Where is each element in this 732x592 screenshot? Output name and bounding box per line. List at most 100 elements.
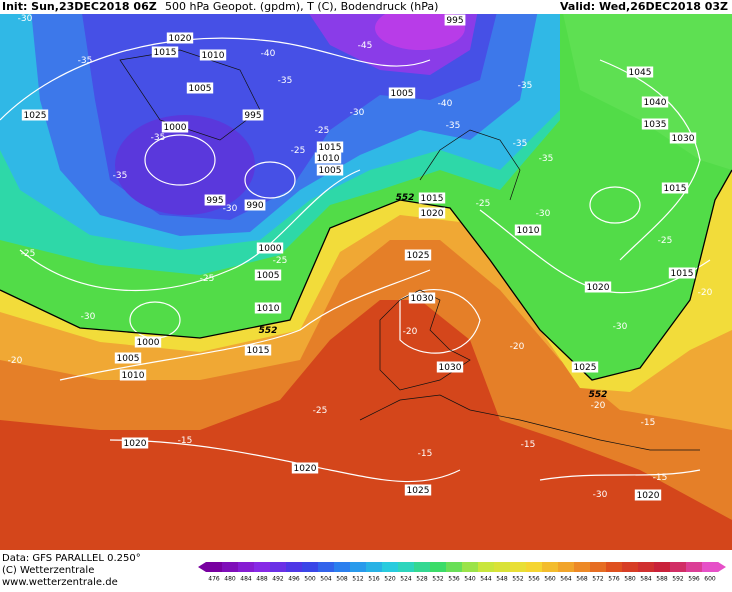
pressure-label-box bbox=[242, 109, 264, 121]
pressure-label: 990 bbox=[246, 201, 263, 211]
temperature-label: -40 bbox=[438, 99, 453, 109]
temperature-label: -40 bbox=[261, 49, 276, 59]
pressure-label-box bbox=[634, 489, 662, 501]
colorbar-tick-label: 544 bbox=[480, 576, 492, 583]
colorbar: 476 480 484 488 492 496 500 504 508 512 516 520 524 5… bbox=[198, 562, 726, 583]
pressure-label: 1045 bbox=[629, 68, 652, 78]
height-contour-552 bbox=[0, 169, 732, 381]
pressure-label: 1020 bbox=[124, 439, 147, 449]
colorbar-tick-label: 488 bbox=[256, 576, 268, 583]
pressure-label-box bbox=[444, 14, 466, 26]
colorbar-arrow-right bbox=[718, 562, 726, 572]
temperature-label: -35 bbox=[278, 76, 293, 86]
colorbar-cell bbox=[270, 562, 287, 572]
pressure-label: 1010 bbox=[122, 371, 145, 381]
colorbar-cell bbox=[414, 562, 431, 572]
colorbar-cell bbox=[206, 562, 223, 572]
temperature-label: -15 bbox=[178, 436, 193, 446]
colorbar-cell bbox=[318, 562, 335, 572]
temperature-label: -15 bbox=[653, 473, 668, 483]
pressure-label: 1010 bbox=[202, 51, 225, 61]
pressure-label: 1015 bbox=[664, 184, 687, 194]
temperature-label: -35 bbox=[513, 139, 528, 149]
pressure-label-box bbox=[668, 267, 696, 279]
height-label: 552 bbox=[259, 326, 278, 336]
temperature-label: -20 bbox=[510, 342, 525, 352]
pressure-label-box bbox=[404, 484, 432, 496]
colorbar-cell bbox=[526, 562, 543, 572]
pressure-label-box bbox=[571, 361, 599, 373]
pressure-label-box bbox=[134, 336, 162, 348]
pressure-label: 1030 bbox=[672, 134, 695, 144]
pressure-label: 1005 bbox=[391, 89, 414, 99]
colorbar-tick-label: 508 bbox=[336, 576, 348, 583]
pressure-label: 1010 bbox=[257, 304, 280, 314]
colorbar-tick-label: 528 bbox=[416, 576, 428, 583]
pressure-label-box bbox=[418, 192, 446, 204]
temperature-label: -25 bbox=[200, 274, 215, 284]
copyright: (C) Wetterzentrale bbox=[2, 565, 94, 576]
colorbar-cell bbox=[702, 562, 719, 572]
pressure-label-box bbox=[436, 361, 464, 373]
pressure-label-box bbox=[256, 242, 284, 254]
pressure-label: 1020 bbox=[294, 464, 317, 474]
pressure-label: 995 bbox=[244, 111, 261, 121]
temperature-label: -35 bbox=[113, 171, 128, 181]
temperature-label: -25 bbox=[315, 126, 330, 136]
isobar bbox=[589, 186, 641, 224]
colorbar-cell bbox=[574, 562, 591, 572]
pressure-label-box bbox=[404, 249, 432, 261]
pressure-label: 1015 bbox=[247, 346, 270, 356]
colorbar-tick-label: 568 bbox=[576, 576, 588, 583]
colorbar-arrow-left bbox=[198, 562, 206, 572]
colorbar-tick-label: 524 bbox=[400, 576, 412, 583]
colorbar-tick-label: 480 bbox=[224, 576, 236, 583]
colorbar-tick-label: 532 bbox=[432, 576, 444, 583]
isobar bbox=[19, 169, 361, 292]
colorbar-cell bbox=[398, 562, 415, 572]
temperature-label: -35 bbox=[78, 56, 93, 66]
pressure-label: 1020 bbox=[421, 209, 444, 219]
temperature-label: -20 bbox=[698, 288, 713, 298]
temperature-label: -30 bbox=[593, 490, 608, 500]
colorbar-cell bbox=[462, 562, 479, 572]
pressure-label: 1015 bbox=[154, 48, 177, 58]
pressure-label-box bbox=[661, 182, 689, 194]
colorbar-cell bbox=[382, 562, 399, 572]
colorbar-cell bbox=[686, 562, 703, 572]
pressure-label: 1010 bbox=[317, 154, 340, 164]
pressure-label-box bbox=[641, 96, 669, 108]
isobar bbox=[144, 134, 216, 186]
pressure-label-box bbox=[151, 46, 179, 58]
pressure-label-box bbox=[166, 32, 194, 44]
colorbar-cell bbox=[238, 562, 255, 572]
colorbar-tick-label: 500 bbox=[304, 576, 316, 583]
temperature-label: -35 bbox=[446, 121, 461, 131]
colorbar-cell bbox=[638, 562, 655, 572]
temperature-label: -20 bbox=[8, 356, 23, 366]
temperature-label: -30 bbox=[613, 322, 628, 332]
pressure-label-box bbox=[408, 292, 436, 304]
pressure-label-box bbox=[316, 141, 344, 153]
isobar bbox=[539, 469, 701, 481]
temperature-label: -30 bbox=[223, 204, 238, 214]
pressure-label-box bbox=[669, 132, 697, 144]
colorbar-cell bbox=[494, 562, 511, 572]
field-magenta bbox=[375, 14, 465, 50]
colorbar-tick-label: 576 bbox=[608, 576, 620, 583]
colorbar-tick-label: 504 bbox=[320, 576, 332, 583]
isobar bbox=[59, 269, 431, 381]
colorbar-cell bbox=[542, 562, 559, 572]
pressure-label-box bbox=[244, 199, 266, 211]
colorbar-tick-label: 596 bbox=[688, 576, 700, 583]
pressure-label-box bbox=[418, 207, 446, 219]
colorbar-cell bbox=[446, 562, 463, 572]
colorbar-tick-label: 540 bbox=[464, 576, 476, 583]
colorbar-tick-label: 516 bbox=[368, 576, 380, 583]
colorbar-cell bbox=[302, 562, 319, 572]
isobar bbox=[599, 59, 701, 261]
pressure-label: 1025 bbox=[24, 111, 47, 121]
pressure-label: 1000 bbox=[259, 244, 282, 254]
website: www.wetterzentrale.de bbox=[2, 577, 118, 588]
